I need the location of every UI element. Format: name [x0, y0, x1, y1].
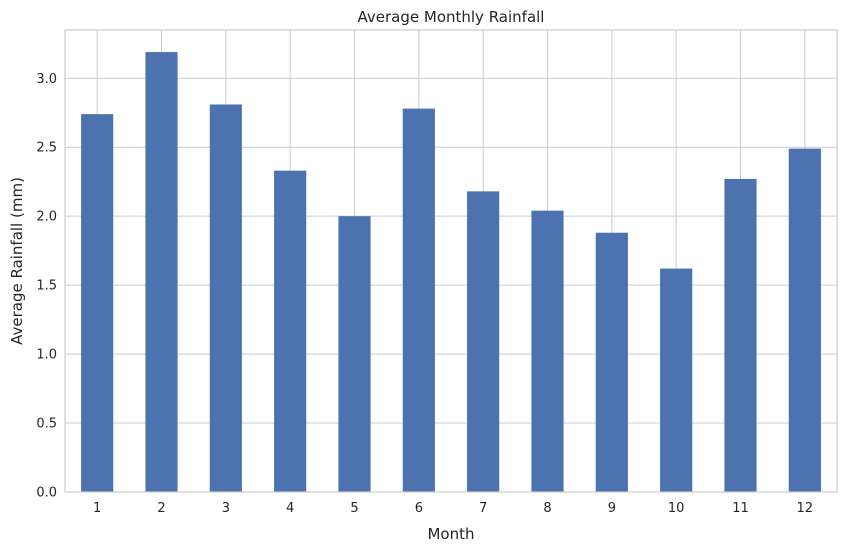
bar-month-4 — [274, 170, 307, 493]
x-tick-label: 8 — [543, 501, 551, 516]
y-tick-label: 3.0 — [36, 72, 57, 87]
bar-month-10 — [660, 268, 693, 492]
bar-month-2 — [145, 52, 178, 492]
x-tick-label: 5 — [350, 501, 358, 516]
x-tick-labels: 1 2 3 4 5 6 7 8 9 10 11 12 — [93, 501, 813, 516]
y-tick-label: 0.0 — [36, 486, 57, 501]
bar-month-12 — [788, 148, 821, 493]
bar-month-6 — [402, 108, 435, 493]
bar-month-3 — [209, 104, 242, 492]
x-tick-label: 3 — [222, 501, 230, 516]
y-tick-label: 2.5 — [36, 141, 57, 156]
x-tick-label: 1 — [93, 501, 101, 516]
bar-month-11 — [724, 178, 757, 492]
x-tick-label: 2 — [157, 501, 165, 516]
bar-month-7 — [467, 191, 500, 492]
grid-layer — [65, 30, 837, 493]
y-tick-label: 0.5 — [36, 417, 57, 432]
x-tick-label: 9 — [608, 501, 616, 516]
x-tick-label: 7 — [479, 501, 487, 516]
bar-month-1 — [81, 114, 114, 493]
y-tick-label: 2.0 — [36, 210, 57, 225]
bar-month-9 — [595, 232, 628, 492]
x-tick-label: 12 — [797, 501, 814, 516]
x-tick-label: 10 — [668, 501, 685, 516]
x-axis-label: Month — [427, 525, 474, 543]
x-tick-label: 4 — [286, 501, 294, 516]
plot-frame — [64, 29, 838, 493]
x-tick-label: 6 — [415, 501, 423, 516]
bars-layer — [81, 52, 821, 493]
bar-month-8 — [531, 210, 564, 492]
y-tick-label: 1.5 — [36, 279, 57, 294]
y-tick-labels: 0.0 0.5 1.0 1.5 2.0 2.5 3.0 — [36, 72, 57, 501]
y-axis-label: Average Rainfall (mm) — [8, 177, 26, 345]
x-tick-label: 11 — [732, 501, 749, 516]
chart-title: Average Monthly Rainfall — [358, 8, 545, 26]
bar-month-5 — [338, 216, 371, 492]
y-tick-label: 1.0 — [36, 348, 57, 363]
